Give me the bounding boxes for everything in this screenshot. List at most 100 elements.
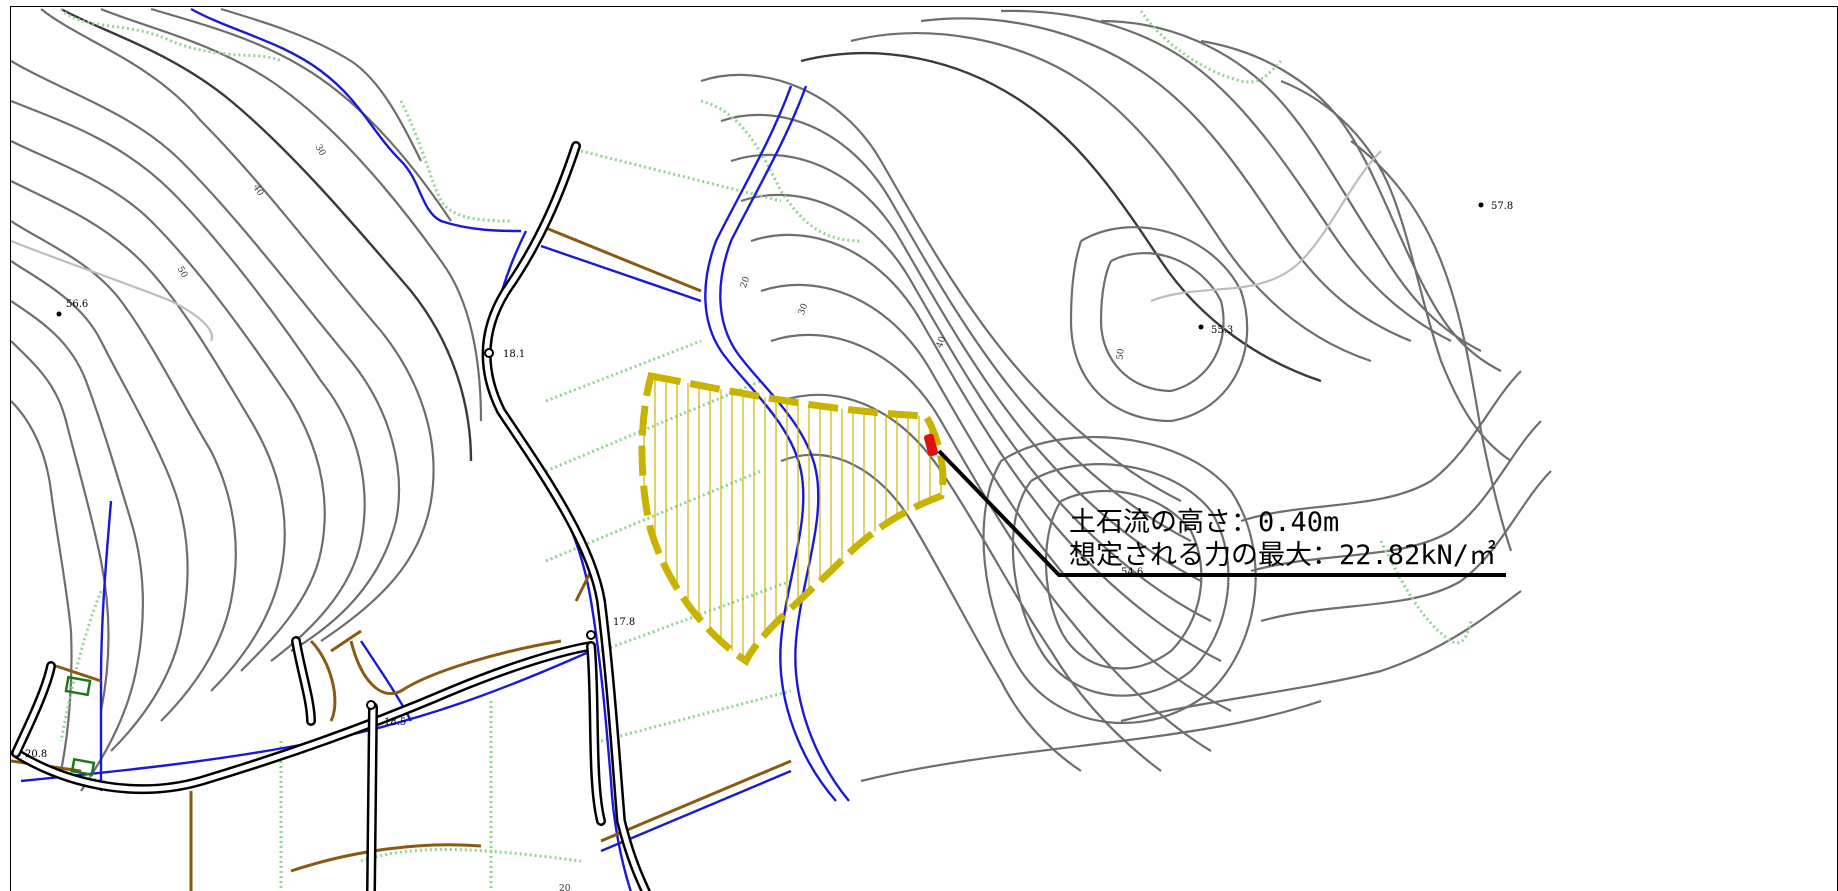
contour-line <box>920 17 1412 343</box>
contour-line <box>11 99 366 662</box>
river-line <box>488 230 632 891</box>
contour-line <box>11 400 73 772</box>
main-road <box>484 143 649 891</box>
building-outline-icon <box>64 675 92 697</box>
farm-road <box>330 629 362 653</box>
spot-height-group: 56.6 18.1 17.8 18.5 20.8 55.3 57.8 54.6 <box>25 201 1513 760</box>
boundary-line <box>600 689 792 743</box>
contour-line <box>1250 420 1542 573</box>
leader-line <box>937 449 1506 577</box>
contour-value-label: 50 <box>1116 348 1127 361</box>
spot-height-label: 18.1 <box>503 349 525 360</box>
boundary-line <box>1139 10 1283 84</box>
contour-line <box>1280 79 1512 462</box>
boundary-line <box>59 590 103 742</box>
contour-line <box>1011 463 1230 697</box>
side-road <box>13 663 54 756</box>
building-outline-icon <box>70 757 96 777</box>
river-line <box>360 640 413 722</box>
contour-line <box>1240 370 1522 523</box>
contour-line <box>850 32 1372 363</box>
spot-height-marker-icon <box>484 348 494 358</box>
spot-height-marker-icon <box>586 630 596 640</box>
contour-line <box>1150 150 1382 303</box>
boundary-line <box>360 847 582 863</box>
river-line <box>190 7 522 233</box>
main-road <box>13 643 594 792</box>
contour-line <box>700 73 1182 502</box>
spot-height-label: 56.6 <box>66 299 88 310</box>
contour-line <box>40 8 435 642</box>
contour-line <box>11 239 214 342</box>
contour-line <box>150 7 452 222</box>
contour-line <box>760 283 1232 712</box>
map-frame: 土石流の高さ：0.40m 想定される力の最大：22.82kN/㎡ 56.6 18… <box>10 6 1838 891</box>
boundary-line <box>399 100 512 223</box>
contour-line <box>11 220 237 722</box>
contour-line <box>860 699 1322 783</box>
contour-line <box>780 393 1162 772</box>
river-line <box>99 500 113 791</box>
contour-line <box>1120 590 1522 723</box>
contour-line <box>1260 470 1552 623</box>
contour-value-label: 20 <box>559 884 571 891</box>
contour-line <box>11 260 189 752</box>
side-road <box>293 638 314 724</box>
contour-line <box>220 7 422 162</box>
farm-road <box>600 759 792 843</box>
contour-value-label: 30 <box>313 143 328 158</box>
farm-road <box>540 224 702 293</box>
contour-value-label: 20 <box>739 275 752 289</box>
contour-line <box>1350 140 1513 552</box>
contour-value-label: 40 <box>935 335 948 349</box>
debris-flow-height-text: 土石流の高さ：0.40m <box>1069 507 1339 538</box>
farm-road <box>349 639 562 695</box>
topographic-map: 土石流の高さ：0.40m 想定される力の最大：22.82kN/㎡ 56.6 18… <box>11 7 1552 891</box>
side-road <box>588 643 604 824</box>
contour-line <box>800 51 1322 383</box>
hazard-point-marker <box>923 433 939 457</box>
contour-line <box>1200 39 1502 372</box>
spot-height-marker-icon <box>366 700 376 710</box>
left-contour-group <box>11 7 483 792</box>
spot-height-marker-icon <box>56 311 62 317</box>
contour-line <box>11 180 286 692</box>
contour-line <box>1000 9 1452 342</box>
contour-line <box>720 113 1192 542</box>
contour-line <box>770 333 1212 752</box>
side-road <box>368 704 376 891</box>
contour-line <box>730 153 1202 582</box>
boundary-line <box>59 7 282 63</box>
max-force-text: 想定される力の最大：22.82kN/㎡ <box>1069 540 1496 571</box>
debris-flow-hazard-zone <box>638 371 947 667</box>
contour-value-label: 30 <box>797 302 810 316</box>
road-group <box>11 141 651 891</box>
contour-line <box>11 340 110 712</box>
contour-line <box>100 7 483 422</box>
spot-height-label: 17.8 <box>613 617 635 628</box>
contour-line <box>982 435 1257 725</box>
spot-height-label: 54.6 <box>1121 567 1143 578</box>
spot-height-label: 57.8 <box>1491 201 1513 212</box>
farm-road <box>574 570 593 602</box>
contour-line <box>1044 489 1203 670</box>
boundary-line <box>580 149 782 203</box>
river-line <box>540 244 702 303</box>
right-contour-group <box>700 9 1552 783</box>
farm-road <box>309 639 337 722</box>
farm-road <box>290 843 482 873</box>
farm-road <box>55 664 102 683</box>
contour-line <box>1069 226 1249 423</box>
spot-height-label: 55.3 <box>1211 325 1233 336</box>
contour-line <box>11 60 401 652</box>
contour-line <box>11 140 326 672</box>
spot-height-label: 18.5 <box>384 717 406 728</box>
spot-height-marker-icon <box>1478 202 1484 208</box>
contour-line <box>1099 252 1225 393</box>
contour-line <box>750 233 1222 662</box>
boundary-line <box>700 99 862 243</box>
contour-value-label: 40 <box>251 183 266 198</box>
contour-line <box>60 7 473 462</box>
contour-line <box>11 300 145 792</box>
contour-line <box>740 193 1212 622</box>
